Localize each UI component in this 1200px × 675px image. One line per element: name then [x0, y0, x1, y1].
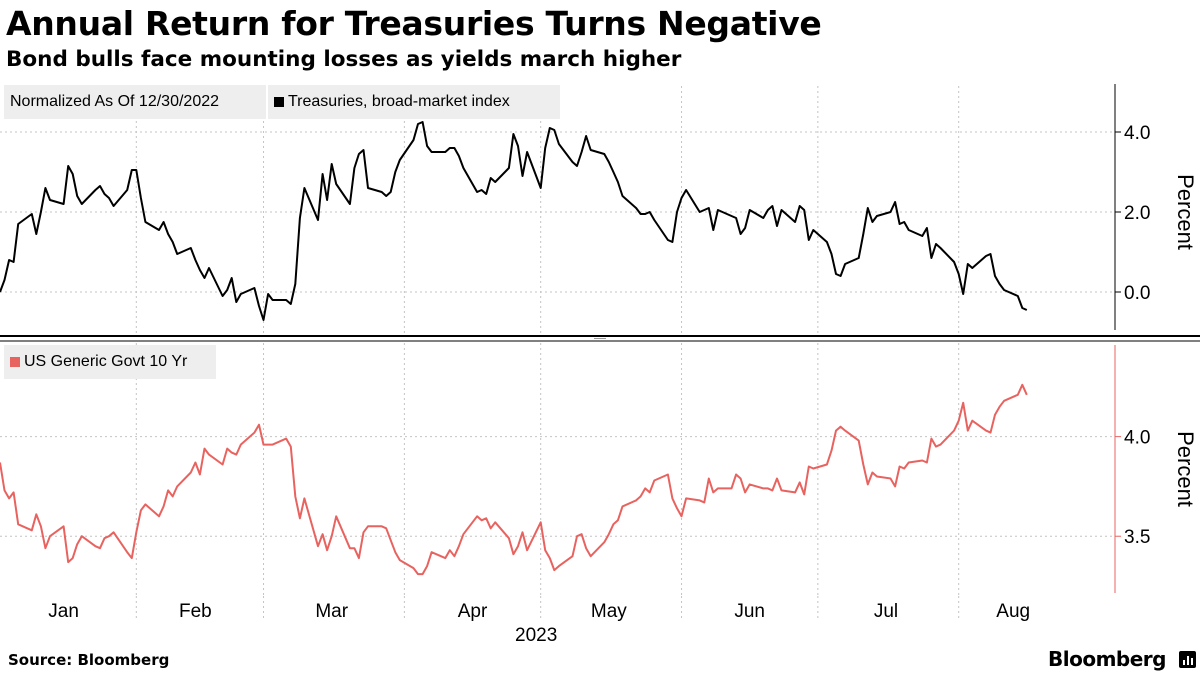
legend-label-10yr: US Generic Govt 10 Yr [24, 353, 188, 370]
x-tick-label: Mar [315, 601, 348, 622]
brand-logo-text: Bloomberg [1048, 647, 1166, 671]
chart-subtitle: Bond bulls face mounting losses as yield… [6, 47, 682, 72]
legend-swatch-10yr [10, 357, 20, 367]
bloomberg-chart-icon [1179, 651, 1196, 668]
x-axis: Jan Feb Mar Apr May Jun Jul Aug [48, 596, 1030, 622]
top-panel-grid [0, 86, 1115, 336]
series-line-us-generic-govt-10yr [0, 383, 1028, 576]
bottom-panel-grid [0, 343, 1115, 596]
top-legend: Treasuries, broad-market index [268, 85, 560, 119]
y-tick-label: 0.0 [1124, 283, 1150, 304]
normalization-note: Normalized As Of 12/30/2022 [10, 93, 220, 110]
legend-swatch-treasuries [274, 97, 284, 107]
source-note: Source: Bloomberg [8, 651, 170, 669]
bottom-y-axis-label: Percent [1173, 431, 1198, 507]
x-tick-label: Jun [734, 601, 765, 622]
top-panel-note: Normalized As Of 12/30/2022 [4, 85, 266, 119]
x-tick-label: Aug [996, 601, 1030, 622]
x-tick-label: Jul [874, 601, 898, 622]
x-axis-year-label: 2023 [515, 625, 557, 646]
bottom-legend: US Generic Govt 10 Yr [4, 345, 216, 379]
y-tick-label: 4.0 [1124, 123, 1150, 144]
y-tick-label: 4.0 [1124, 428, 1150, 449]
legend-label-treasuries: Treasuries, broad-market index [288, 93, 510, 110]
series-line-treasuries-index [0, 121, 1028, 321]
y-tick-label: 3.5 [1124, 527, 1150, 548]
top-y-axis-label: Percent [1173, 174, 1198, 250]
x-tick-label: Apr [458, 601, 488, 622]
chart-title: Annual Return for Treasuries Turns Negat… [6, 4, 822, 43]
x-tick-label: May [591, 601, 627, 622]
top-y-ticks: 0.0 2.0 4.0 [1115, 123, 1150, 304]
x-tick-label: Jan [48, 601, 79, 622]
bottom-y-ticks: 3.5 4.0 [1115, 428, 1150, 548]
x-tick-label: Feb [179, 601, 212, 622]
y-tick-label: 2.0 [1124, 203, 1150, 224]
